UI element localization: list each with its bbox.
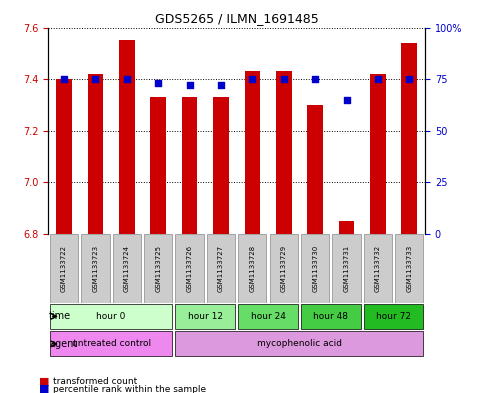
Text: GSM1133730: GSM1133730: [312, 244, 318, 292]
Point: [343, 97, 351, 103]
Text: GSM1133731: GSM1133731: [343, 244, 350, 292]
Text: hour 72: hour 72: [376, 312, 411, 321]
Text: hour 48: hour 48: [313, 312, 348, 321]
Bar: [150, 97, 166, 234]
Text: untreated control: untreated control: [71, 340, 151, 348]
Point: [217, 82, 225, 88]
Point: [312, 76, 319, 82]
Text: hour 24: hour 24: [251, 312, 285, 321]
Text: time: time: [49, 311, 71, 321]
Point: [155, 80, 162, 86]
Text: GSM1133732: GSM1133732: [375, 245, 381, 292]
Text: ■: ■: [39, 384, 49, 393]
Bar: [276, 72, 292, 234]
Text: hour 12: hour 12: [188, 312, 223, 321]
Text: GSM1133723: GSM1133723: [92, 245, 99, 292]
Bar: [119, 40, 135, 234]
Text: GSM1133726: GSM1133726: [186, 245, 193, 292]
FancyBboxPatch shape: [270, 234, 298, 303]
FancyBboxPatch shape: [175, 331, 424, 356]
FancyBboxPatch shape: [395, 234, 424, 303]
FancyBboxPatch shape: [113, 234, 141, 303]
FancyBboxPatch shape: [50, 304, 172, 329]
Text: mycophenolic acid: mycophenolic acid: [257, 340, 342, 348]
Point: [185, 82, 193, 88]
Text: percentile rank within the sample: percentile rank within the sample: [53, 385, 206, 393]
Point: [249, 76, 256, 82]
FancyBboxPatch shape: [364, 234, 392, 303]
FancyBboxPatch shape: [144, 234, 172, 303]
FancyBboxPatch shape: [238, 304, 298, 329]
Bar: [87, 74, 103, 234]
Text: transformed count: transformed count: [53, 377, 137, 386]
Bar: [213, 97, 229, 234]
Text: GSM1133728: GSM1133728: [249, 245, 256, 292]
FancyBboxPatch shape: [50, 234, 78, 303]
Point: [374, 76, 382, 82]
Bar: [401, 43, 417, 234]
Point: [280, 76, 288, 82]
Bar: [307, 105, 323, 234]
Bar: [370, 74, 386, 234]
Point: [406, 76, 413, 82]
Text: GSM1133725: GSM1133725: [155, 245, 161, 292]
FancyBboxPatch shape: [364, 304, 424, 329]
FancyBboxPatch shape: [50, 331, 172, 356]
Text: GSM1133729: GSM1133729: [281, 245, 287, 292]
Point: [123, 76, 130, 82]
FancyBboxPatch shape: [301, 304, 361, 329]
FancyBboxPatch shape: [238, 234, 267, 303]
FancyBboxPatch shape: [175, 234, 204, 303]
Text: GSM1133724: GSM1133724: [124, 245, 130, 292]
Bar: [182, 97, 198, 234]
Point: [92, 76, 99, 82]
Bar: [244, 72, 260, 234]
FancyBboxPatch shape: [332, 234, 361, 303]
Title: GDS5265 / ILMN_1691485: GDS5265 / ILMN_1691485: [155, 12, 319, 25]
Bar: [56, 79, 72, 234]
FancyBboxPatch shape: [207, 234, 235, 303]
FancyBboxPatch shape: [301, 234, 329, 303]
FancyBboxPatch shape: [81, 234, 110, 303]
Text: GSM1133722: GSM1133722: [61, 245, 67, 292]
Text: ■: ■: [39, 376, 49, 386]
Text: GSM1133727: GSM1133727: [218, 245, 224, 292]
FancyBboxPatch shape: [175, 304, 235, 329]
Text: GSM1133733: GSM1133733: [406, 244, 412, 292]
Bar: [339, 221, 355, 234]
Point: [60, 76, 68, 82]
Text: agent: agent: [49, 339, 77, 349]
Text: hour 0: hour 0: [97, 312, 126, 321]
